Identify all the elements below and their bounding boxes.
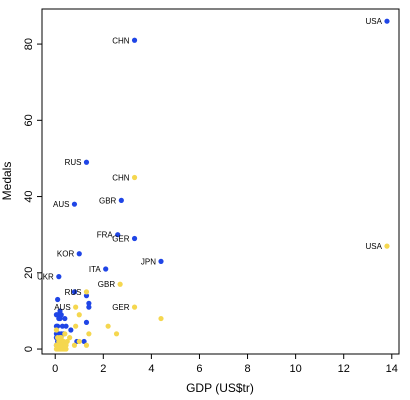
point-label: UKR — [37, 273, 54, 282]
data-point — [103, 266, 109, 272]
data-point — [71, 201, 78, 207]
data-point — [86, 331, 92, 337]
point-label: AUS — [53, 200, 69, 209]
data-point — [76, 338, 82, 345]
plot-frame — [41, 8, 400, 355]
data-point — [105, 323, 111, 329]
data-point — [58, 312, 64, 318]
x-tick-label: 8 — [244, 363, 250, 375]
data-point — [158, 315, 164, 322]
data-point — [115, 232, 121, 238]
data-points — [53, 18, 390, 352]
data-point — [131, 174, 138, 181]
point-label: JPN — [141, 257, 156, 266]
point-label: AUS — [54, 303, 70, 312]
data-point — [57, 342, 63, 348]
data-point — [58, 335, 64, 341]
point-label: RUS — [65, 288, 82, 297]
x-tick-label: 14 — [386, 363, 398, 375]
y-tick-label: 80 — [23, 38, 35, 50]
data-point — [83, 159, 90, 165]
point-label: ITA — [89, 265, 102, 274]
data-point — [83, 319, 90, 325]
data-point — [62, 315, 68, 322]
data-point — [117, 281, 123, 287]
data-point — [76, 251, 82, 257]
data-point — [73, 304, 79, 310]
x-tick-label: 12 — [338, 363, 350, 375]
point-label: GER — [112, 234, 130, 243]
data-point — [158, 258, 164, 264]
data-point — [71, 342, 78, 348]
data-point — [76, 312, 82, 318]
data-point — [83, 289, 90, 295]
data-point — [62, 331, 68, 337]
y-axis: 0 20 40 60 80 — [23, 38, 42, 352]
data-point — [71, 289, 78, 295]
point-label: RUS — [65, 158, 82, 167]
data-point — [63, 323, 69, 329]
data-point — [67, 335, 73, 341]
y-tick-label: 0 — [23, 346, 35, 352]
point-label: FRA — [97, 231, 114, 240]
x-tick-label: 6 — [196, 363, 202, 375]
y-axis-title: Medals — [0, 162, 14, 201]
data-point — [384, 243, 390, 249]
x-axis: 0 2 4 6 8 10 12 14 — [52, 354, 398, 375]
data-point — [61, 338, 67, 345]
y-tick-label: 40 — [23, 190, 35, 202]
data-point — [68, 327, 74, 333]
data-point — [83, 342, 90, 348]
data-point — [131, 37, 138, 43]
y-tick-label: 60 — [23, 114, 35, 126]
x-tick-label: 4 — [148, 363, 154, 375]
data-point — [384, 18, 390, 24]
data-point — [53, 327, 60, 333]
point-label: GBR — [99, 196, 117, 205]
data-point — [86, 300, 92, 306]
point-label: CHN — [112, 173, 130, 182]
x-tick-label: 2 — [100, 363, 106, 375]
data-point — [118, 197, 124, 203]
point-label: CHN — [112, 36, 130, 45]
point-label: GBR — [98, 280, 116, 289]
data-point — [59, 323, 66, 329]
data-point — [131, 235, 138, 242]
point-label: GER — [112, 303, 130, 312]
data-point — [81, 338, 87, 345]
x-tick-label: 10 — [290, 363, 302, 375]
data-point — [83, 293, 90, 299]
x-axis-title: GDP (US$tr) — [186, 381, 254, 395]
data-point — [131, 304, 138, 310]
data-point — [113, 331, 120, 337]
y-tick-label: 20 — [23, 267, 35, 279]
data-point — [63, 346, 69, 352]
point-label: USA — [366, 17, 383, 26]
point-label: KOR — [57, 250, 75, 259]
data-point — [56, 274, 62, 280]
point-label: USA — [366, 242, 383, 251]
data-point — [86, 304, 92, 310]
x-tick-label: 0 — [52, 363, 58, 375]
data-point — [55, 296, 61, 303]
data-point — [73, 323, 79, 329]
